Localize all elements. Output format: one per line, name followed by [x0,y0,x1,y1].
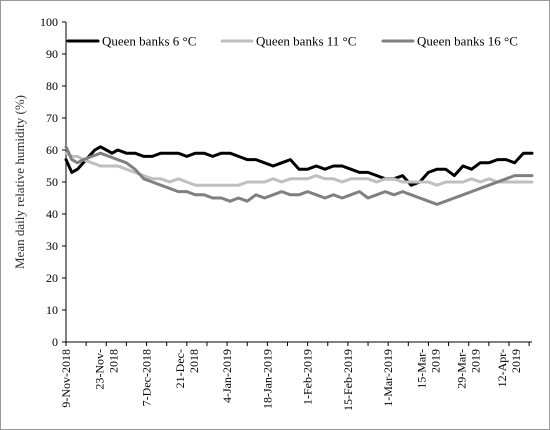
y-tick-label: 90 [46,47,58,61]
x-tick-label-line: 21-Dec- [173,349,187,388]
x-tick-label: 15-Feb-2019 [341,349,355,411]
y-tick-label: 40 [46,207,58,221]
x-tick-label: 12-Apr- 2019 [495,349,523,387]
x-tick-label-line: 15-Mar- [414,349,428,389]
x-tick-label-line: 2018 [106,349,120,373]
x-tick-label-line: 1-Mar-2019 [381,349,395,407]
y-tick-label: 70 [46,111,58,125]
series-lines [64,145,534,206]
x-tick-label-line: 12-Apr- [495,349,509,387]
x-tick-label: 29-Mar- 2019 [455,349,483,389]
y-axis: 0 10 20 30 40 50 60 70 80 90 100 [40,15,67,349]
x-tick-label-line: 29-Mar- [455,349,469,389]
x-tick-label: 23-Nov- 2018 [92,349,120,390]
x-tick-label-line: 7-Dec-2018 [140,349,154,406]
x-tick-label: 1-Feb-2019 [301,349,315,405]
legend-label-2: Queen banks 11 °C [256,34,356,49]
y-tick-label: 30 [46,239,58,253]
x-tick-label-line: 1-Feb-2019 [301,349,315,405]
x-tick-label-line: 2019 [469,349,483,373]
legend: Queen banks 6 °C Queen banks 11 °C Queen b… [66,34,518,49]
x-axis: 9-Nov-2018 23-Nov- 2018 7-Dec-2018 21-Dec- 20… [59,341,532,411]
y-tick-label: 80 [46,79,58,93]
x-tick-label-line: 4-Jan-2019 [220,349,234,403]
x-tick-label: 7-Dec-2018 [140,349,154,406]
y-tick-label: 60 [46,143,58,157]
x-tick-label-line: 23-Nov- [92,349,106,390]
x-tick-label-line: 18-Jan-2019 [260,349,274,409]
series-line-3 [64,145,534,206]
x-tick-label-line: 15-Feb-2019 [341,349,355,411]
x-tick-label-line: 2019 [509,349,523,373]
x-tick-label-line: 9-Nov-2018 [59,349,73,408]
x-tick-label: 21-Dec- 2018 [173,349,201,388]
legend-label-3: Queen banks 16 °C [417,34,518,49]
y-axis-title: Mean daily relative humidity (%) [12,95,27,269]
y-tick-label: 0 [52,335,58,349]
x-tick-label: 1-Mar-2019 [381,349,395,407]
x-tick-label: 4-Jan-2019 [220,349,234,403]
x-tick-label: 18-Jan-2019 [260,349,274,409]
y-tick-label: 20 [46,271,58,285]
y-tick-label: 50 [46,175,58,189]
legend-label-1: Queen banks 6 °C [102,34,196,49]
y-tick-label: 10 [46,303,58,317]
y-tick-label: 100 [40,15,58,29]
x-tick-label: 15-Mar- 2019 [414,349,442,389]
x-tick-label-line: 2018 [187,349,201,373]
x-tick-label: 9-Nov-2018 [59,349,73,408]
series-line-1 [64,145,534,187]
x-tick-label-line: 2019 [428,349,442,373]
